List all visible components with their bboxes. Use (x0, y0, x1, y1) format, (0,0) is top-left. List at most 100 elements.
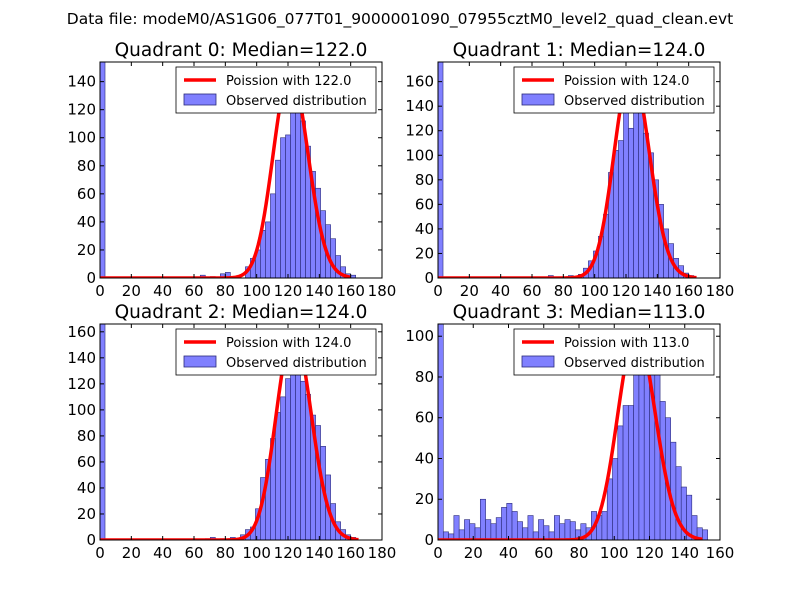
histogram-bar (612, 458, 619, 540)
legend-bar-swatch (521, 93, 555, 106)
x-tick-label: 140 (643, 282, 672, 300)
histogram-bar (290, 370, 296, 540)
y-tick-label: 20 (77, 241, 96, 259)
legend: Poission with 122.0 Observed distribution (175, 66, 377, 114)
axes-frame (99, 323, 383, 541)
histogram-bar (490, 523, 497, 540)
x-tick-label: 80 (216, 282, 235, 300)
legend-label-poisson: Poission with 124.0 (564, 74, 689, 89)
panel-2: Quadrant 2: Median=124.00 20 40 60 80 100 120 1… (67, 302, 396, 562)
y-tick-label: 40 (77, 479, 96, 497)
y-tick-label: 60 (77, 453, 96, 471)
x-tick-label: 160 (336, 282, 365, 300)
histogram-bar (285, 378, 291, 540)
x-tick-label: 20 (464, 544, 483, 562)
y-tick-label: 20 (77, 505, 96, 523)
y-tick-label: 100 (405, 146, 434, 164)
x-tick-label: 160 (706, 544, 735, 562)
histogram-bar (495, 517, 502, 540)
histogram-bar (100, 62, 106, 278)
x-tick-label: 100 (242, 544, 271, 562)
panel-title: Quadrant 2: Median=124.0 (115, 302, 368, 323)
axes-frame (437, 61, 721, 279)
histogram-bar (280, 137, 286, 278)
x-tick-label: 120 (274, 282, 303, 300)
x-tick-label: 120 (612, 282, 641, 300)
y-tick-label: 60 (77, 185, 96, 203)
histogram-bar (628, 405, 634, 540)
histogram-bar (280, 396, 286, 540)
x-tick-label: 40 (491, 282, 510, 300)
legend-label-poisson: Poission with 122.0 (226, 74, 351, 89)
y-tick-label: 140 (405, 97, 434, 115)
histogram-bar (654, 364, 661, 540)
x-tick-label: 0 (433, 544, 443, 562)
histogram-bar (522, 527, 529, 540)
histogram-bar (485, 519, 492, 540)
legend-box (175, 328, 377, 376)
histogram-bar (265, 221, 271, 278)
panel-0: Quadrant 0: Median=122.00 20 40 60 80 100 120 1… (67, 40, 396, 300)
suptitle: Data file: modeM0/AS1G06_077T01_90000010… (67, 10, 733, 29)
legend-label-observed: Observed distribution (564, 94, 705, 109)
histogram-bar (100, 324, 106, 540)
y-tick-label: 120 (405, 122, 434, 140)
histogram-bar (506, 503, 513, 540)
histogram-bar (554, 515, 560, 540)
legend-label-poisson: Poission with 113.0 (564, 336, 689, 351)
x-tick-label: 60 (534, 544, 553, 562)
histogram-bar (675, 466, 682, 540)
histogram-bar (628, 127, 634, 278)
x-tick-label: 20 (460, 282, 479, 300)
y-tick-label: 160 (405, 73, 434, 91)
histogram-bar (559, 523, 566, 540)
histogram-bar (270, 193, 276, 278)
histogram-bar (285, 134, 291, 278)
histogram-bar (543, 525, 550, 540)
x-tick-label: 80 (216, 544, 235, 562)
legend-label-observed: Observed distribution (226, 94, 367, 109)
y-tick-label: 160 (67, 323, 96, 341)
histogram-bar (275, 159, 281, 278)
y-tick-label: 80 (77, 427, 96, 445)
histogram-bar (638, 356, 645, 540)
legend-bar-swatch (183, 93, 217, 106)
y-tick-label: 80 (77, 157, 96, 175)
legend-label-observed: Observed distribution (226, 356, 367, 371)
panel-title: Quadrant 3: Median=113.0 (453, 302, 706, 323)
histogram-bar (295, 349, 301, 540)
histogram-bar (511, 511, 518, 540)
y-tick-label: 0 (424, 269, 434, 287)
x-tick-label: 60 (184, 282, 203, 300)
histogram-bar (474, 527, 481, 540)
x-tick-label: 160 (336, 544, 365, 562)
x-tick-label: 160 (674, 282, 703, 300)
y-tick-label: 100 (67, 129, 96, 147)
histogram-bar (330, 238, 336, 278)
y-tick-label: 60 (415, 409, 434, 427)
y-tick-label: 0 (86, 269, 96, 287)
y-tick-label: 120 (67, 101, 96, 119)
x-tick-label: 0 (433, 282, 443, 300)
legend-bar-swatch (183, 355, 217, 368)
x-tick-label: 180 (368, 282, 397, 300)
x-tick-label: 100 (600, 544, 629, 562)
x-tick-label: 40 (153, 544, 172, 562)
x-tick-label: 140 (670, 544, 699, 562)
histogram-bar (613, 150, 619, 278)
histogram-bar (464, 519, 471, 540)
panel-1: Quadrant 1: Median=124.00 20 40 60 80 100 120 1… (405, 40, 734, 300)
x-tick-label: 140 (305, 282, 334, 300)
histogram-bar (643, 132, 649, 278)
y-tick-label: 0 (424, 531, 434, 549)
legend: Poission with 113.0 Observed distribution (513, 328, 715, 376)
panel-title: Quadrant 1: Median=124.0 (453, 40, 706, 61)
histogram-bar (275, 412, 281, 540)
y-tick-label: 80 (415, 368, 434, 386)
y-tick-label: 20 (415, 490, 434, 508)
x-tick-label: 80 (554, 282, 573, 300)
histogram-bars (438, 324, 708, 540)
histogram-bar (564, 519, 571, 540)
histogram-bar (538, 519, 545, 540)
histogram-bar (479, 498, 486, 540)
